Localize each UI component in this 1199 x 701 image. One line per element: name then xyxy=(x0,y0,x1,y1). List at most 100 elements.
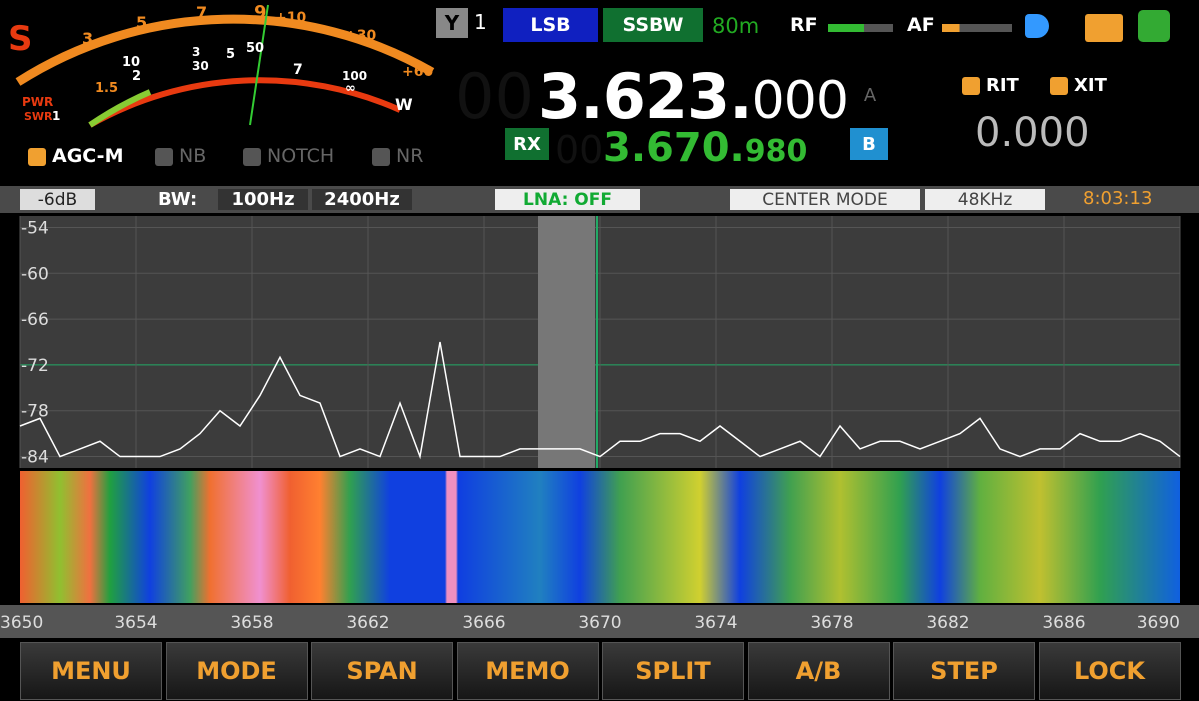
x-tick-label: 3690 xyxy=(1137,613,1180,633)
meter-label: W xyxy=(395,95,413,114)
rf-label: RF xyxy=(790,14,818,36)
af-bar[interactable] xyxy=(942,24,1012,32)
swr-good xyxy=(88,89,152,128)
x-tick-label: 3686 xyxy=(1042,613,1085,633)
sample-rate[interactable]: 48KHz xyxy=(925,189,1045,210)
y-tick-label: -72 xyxy=(21,356,49,376)
freq-small: 980 xyxy=(744,134,808,169)
spectrum: -54 -60 -66 -72 -78 -84 3650 3654 3658 3662 3666 36… xyxy=(0,216,1199,638)
meter-label: 2 xyxy=(132,69,141,84)
menu-button[interactable]: MENU xyxy=(20,642,162,700)
y-tick-label: -54 xyxy=(21,218,49,238)
passband xyxy=(538,216,595,468)
bw-low[interactable]: 100Hz xyxy=(218,189,308,210)
menu-button[interactable]: MODE xyxy=(165,642,308,700)
label: RIT xyxy=(986,75,1019,96)
x-tick-label: 3678 xyxy=(810,613,853,633)
x-tick-label: 3658 xyxy=(230,613,273,633)
filter-button[interactable]: SSBW xyxy=(603,8,703,42)
meter-label: S xyxy=(8,19,33,59)
menu-button[interactable]: SPLIT xyxy=(602,642,744,700)
meter-label: 9 xyxy=(254,2,267,23)
label: NB xyxy=(179,145,207,167)
spectrum-trace xyxy=(19,341,1181,460)
center-mode[interactable]: CENTER MODE xyxy=(730,189,920,210)
y-tick-label: -60 xyxy=(21,264,49,284)
meter-label: PWR xyxy=(22,95,53,109)
y-tick-label: -78 xyxy=(21,402,49,422)
x-tick-label: 3674 xyxy=(694,613,737,633)
s-arc xyxy=(15,14,435,86)
x-tick-label: 3662 xyxy=(346,613,389,633)
bw-label: BW: xyxy=(158,189,198,210)
meter-label: 3 xyxy=(82,29,93,48)
meter-label: 7 xyxy=(293,62,303,78)
meter-label: 50 xyxy=(246,41,264,56)
label: AGC-M xyxy=(52,145,124,167)
x-tick-label: 3650 xyxy=(0,613,43,633)
x-tick-label: 3654 xyxy=(114,613,157,633)
band: 80m xyxy=(712,14,760,38)
rf-bar[interactable] xyxy=(828,24,893,32)
antenna-icon[interactable]: Y xyxy=(436,8,468,38)
meter-label: 1 xyxy=(52,109,60,123)
vfo-b[interactable]: 3.670.980 xyxy=(603,125,807,171)
y-tick-label: -66 xyxy=(21,310,49,330)
x-tick-label: 3666 xyxy=(462,613,505,633)
vfo-a-button[interactable]: A xyxy=(863,84,877,106)
speaker-icon[interactable] xyxy=(1025,14,1049,38)
agc-toggle[interactable]: AGC-M xyxy=(28,145,123,167)
meter-label: +30 xyxy=(345,28,376,44)
meter-label: +60 xyxy=(402,64,433,80)
lna[interactable]: LNA: OFF xyxy=(495,189,640,210)
af-label: AF xyxy=(907,14,935,36)
label: XIT xyxy=(1074,75,1107,96)
nr-toggle[interactable]: NR xyxy=(372,145,423,167)
needle xyxy=(249,4,269,126)
meter-label: 1.5 xyxy=(95,81,118,96)
meter-label: 7 xyxy=(196,3,207,22)
menu-button[interactable]: A/B xyxy=(747,642,890,700)
rx-indicator: RX xyxy=(505,128,549,160)
xit-toggle[interactable]: XIT xyxy=(1050,75,1107,96)
vfo-a-ghost: 00 xyxy=(455,60,534,133)
y-tick-label: -84 xyxy=(21,448,49,468)
freq: 3.623. xyxy=(538,60,753,133)
meter-label: 10 xyxy=(122,55,140,70)
freq-small: 000 xyxy=(751,71,849,131)
memory-icon[interactable] xyxy=(1085,14,1123,42)
rit-offset: 0.000 xyxy=(975,110,1090,156)
rit-toggle[interactable]: RIT xyxy=(962,75,1019,96)
antenna-number: 1 xyxy=(474,10,487,34)
meter-label: 5 xyxy=(136,13,147,32)
nb-toggle[interactable]: NB xyxy=(155,145,206,167)
gain[interactable]: -6dB xyxy=(20,189,95,210)
label: NR xyxy=(396,145,424,167)
meter-label: 3 xyxy=(192,45,200,59)
network-icon[interactable] xyxy=(1138,10,1170,42)
x-tick-label: 3682 xyxy=(926,613,969,633)
menu-button[interactable]: STEP xyxy=(893,642,1035,700)
vfo-b-ghost: 00 xyxy=(555,128,604,172)
swr-arc xyxy=(88,77,402,128)
meter-label: 5 xyxy=(226,47,235,62)
freq: 3.670. xyxy=(603,125,745,171)
bw-high[interactable]: 2400Hz xyxy=(312,189,412,210)
vfo-b-button[interactable]: B xyxy=(850,128,888,160)
label: NOTCH xyxy=(267,145,335,167)
mode-button[interactable]: LSB xyxy=(503,8,598,42)
menu-button[interactable]: LOCK xyxy=(1038,642,1181,700)
menu-button[interactable]: SPAN xyxy=(311,642,453,700)
menu-button[interactable]: MEMO xyxy=(456,642,599,700)
waterfall xyxy=(20,471,1180,603)
meter-label: 100 xyxy=(342,69,367,83)
notch-toggle[interactable]: NOTCH xyxy=(243,145,334,167)
meter-label: ∞ xyxy=(345,81,356,96)
meter-label: SWR xyxy=(24,110,53,123)
freq-scale-bg xyxy=(0,605,1199,638)
meter-label: +10 xyxy=(275,10,306,26)
meter-label: 30 xyxy=(192,59,209,73)
vfo-a[interactable]: 3.623.000 xyxy=(538,60,849,133)
